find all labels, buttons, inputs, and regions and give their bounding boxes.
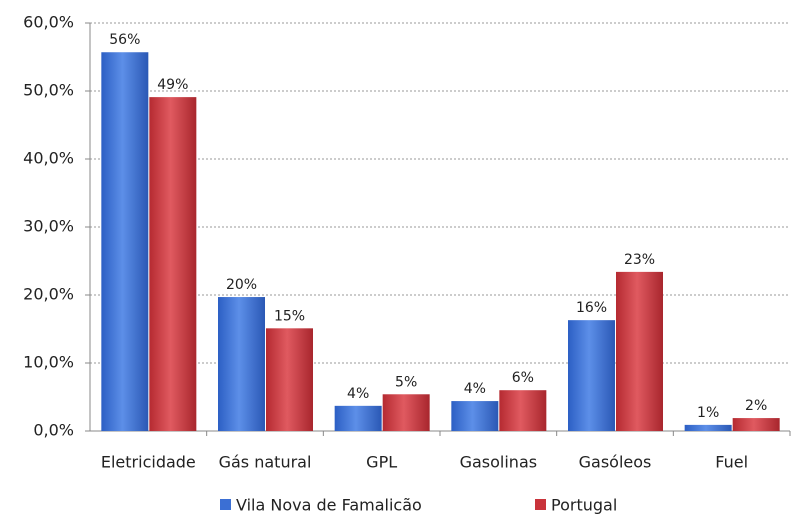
x-tick-label: Gás natural xyxy=(219,453,312,472)
bar xyxy=(149,97,197,432)
value-label: 1% xyxy=(697,405,719,421)
bar xyxy=(568,320,615,431)
value-label: 16% xyxy=(576,300,607,316)
y-tick-label: 50,0% xyxy=(23,81,74,100)
x-tick-label: Eletricidade xyxy=(101,453,196,472)
bar xyxy=(266,328,313,431)
bar xyxy=(732,418,780,431)
y-tick-label: 0,0% xyxy=(33,421,74,440)
legend-label: Portugal xyxy=(551,496,617,515)
y-tick-label: 30,0% xyxy=(23,217,74,236)
legend-swatch xyxy=(220,499,231,510)
value-label: 2% xyxy=(745,398,767,414)
bar xyxy=(499,390,547,431)
x-tick-label: Gasóleos xyxy=(579,453,652,472)
value-label: 6% xyxy=(512,370,534,386)
bar xyxy=(382,394,430,431)
value-label: 23% xyxy=(624,252,655,268)
y-tick-label: 20,0% xyxy=(23,285,74,304)
x-tick-label: Fuel xyxy=(715,453,748,472)
y-tick-label: 10,0% xyxy=(23,353,74,372)
legend-label: Vila Nova de Famalicão xyxy=(236,496,422,515)
y-tick-label: 40,0% xyxy=(23,149,74,168)
value-label: 56% xyxy=(109,32,140,48)
y-tick-label: 60,0% xyxy=(23,13,74,32)
bar xyxy=(684,424,732,431)
bar xyxy=(218,297,265,431)
value-label: 5% xyxy=(395,374,417,390)
x-tick-label: GPL xyxy=(366,453,397,472)
bar xyxy=(101,52,149,432)
x-tick-label: Gasolinas xyxy=(460,453,538,472)
legend-swatch xyxy=(535,499,546,510)
bar xyxy=(616,271,663,431)
bar xyxy=(334,405,382,431)
value-label: 49% xyxy=(157,77,188,93)
value-label: 4% xyxy=(347,386,369,402)
bar xyxy=(451,401,499,431)
value-label: 20% xyxy=(226,277,257,293)
value-label: 4% xyxy=(464,381,486,397)
value-label: 15% xyxy=(274,308,305,324)
